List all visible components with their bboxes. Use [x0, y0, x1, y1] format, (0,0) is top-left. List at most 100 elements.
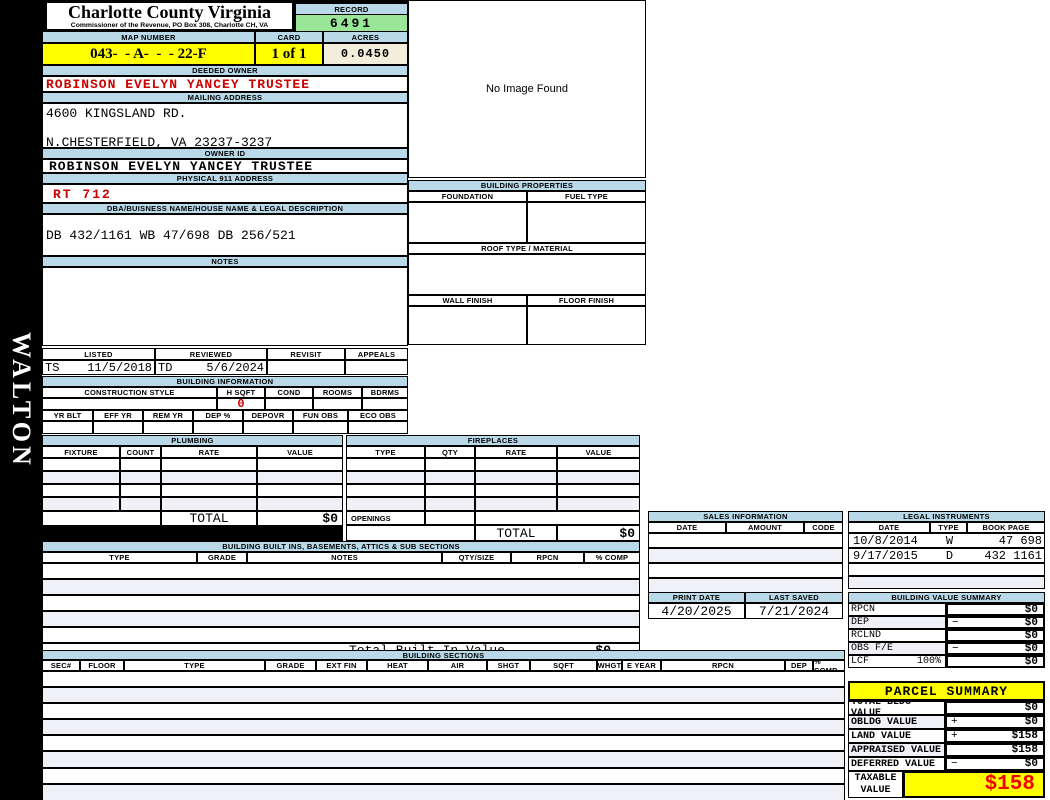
physical-911-label: PHYSICAL 911 ADDRESS	[42, 173, 408, 184]
comp-col-label: % COMP	[813, 660, 845, 671]
summary-row: OBS F/E − $0	[848, 642, 1045, 655]
table-row	[42, 703, 845, 719]
table-row	[848, 576, 1045, 589]
roof-type-label: ROOF TYPE / MATERIAL	[408, 243, 646, 254]
deeded-owner-value: ROBINSON EVELYN YANCEY TRUSTEE	[42, 76, 408, 92]
bdrms-value	[362, 398, 408, 410]
owner-id-value: ROBINSON EVELYN YANCEY TRUSTEE	[42, 159, 408, 174]
value-summary-title: BUILDING VALUE SUMMARY	[848, 592, 1045, 603]
obldg-value: $0	[1024, 716, 1038, 728]
map-card-acres: MAP NUMBER CARD ACRES 043- - A- - - 22-F…	[42, 31, 408, 65]
legal-row: 10/8/2014 W 47 698	[848, 533, 1045, 548]
builtins-table: BUILDING BUILT INS, BASEMENTS, ATTICS & …	[42, 541, 640, 658]
revisit-label: REVISIT	[267, 348, 345, 360]
table-row	[42, 735, 845, 751]
yrblt-label: YR BLT	[42, 410, 93, 421]
builtins-title: BUILDING BUILT INS, BASEMENTS, ATTICS & …	[42, 541, 640, 552]
dep-label: DEP %	[193, 410, 243, 421]
print-saved: PRINT DATE LAST SAVED 4/20/2025 7/21/202…	[648, 592, 843, 619]
physical-911-value: RT 712	[42, 184, 408, 203]
table-row	[648, 533, 843, 548]
building-information: BUILDING INFORMATION CONSTRUCTION STYLE …	[42, 376, 408, 434]
fireplaces-title: FIREPLACES	[346, 435, 640, 446]
sales-amount-label: AMOUNT	[726, 522, 804, 533]
record-label: RECORD	[295, 3, 408, 15]
legal-title: LEGAL INSTRUMENTS	[848, 511, 1045, 522]
rate-label: RATE	[161, 446, 257, 458]
rpcn-col-label: RPCN	[661, 660, 785, 671]
county-title: Charlotte County Virginia	[67, 2, 271, 22]
table-row	[346, 484, 640, 497]
ecoobs-value	[348, 421, 408, 434]
obs-label: OBS F/E	[848, 642, 946, 655]
bi-type-label: TYPE	[42, 552, 197, 563]
building-properties: BUILDING PROPERTIES FOUNDATION FUEL TYPE…	[408, 180, 646, 345]
last-saved-value: 7/21/2024	[745, 603, 843, 619]
table-row	[648, 563, 843, 578]
extfin-label: EXT FIN	[316, 660, 367, 671]
legal-bookpage: 47 698	[998, 533, 1042, 548]
sales-table: SALES INFORMATION DATE AMOUNT CODE	[648, 511, 843, 593]
total-bldg-label: TOTAL BLDG VALUE	[848, 701, 945, 715]
mailing-address-label: MAILING ADDRESS	[42, 92, 408, 103]
rooms-label: ROOMS	[313, 387, 362, 398]
lcf-pct: 100%	[916, 656, 941, 667]
remyr-label: REM YR	[143, 410, 193, 421]
grade-label: GRADE	[265, 660, 316, 671]
legal-date: 10/8/2014	[853, 533, 918, 548]
openings-row: OPENINGS	[346, 511, 640, 525]
wall-finish-label: WALL FINISH	[408, 295, 527, 306]
fireplaces-table: FIREPLACES TYPE QTY RATE VALUE OPENINGS …	[346, 435, 640, 541]
legal-bookpage: 432 1161	[984, 548, 1042, 563]
land-value: $158	[1011, 730, 1038, 742]
lcf-value: $0	[1024, 655, 1038, 668]
depovr-value	[243, 421, 293, 434]
op: −	[951, 758, 958, 770]
table-row	[648, 578, 843, 593]
table-row	[42, 611, 640, 627]
floor-label: FLOOR	[80, 660, 124, 671]
table-row	[42, 768, 845, 784]
rclnd-label: RCLND	[848, 629, 946, 642]
building-sections-table: BUILDING SECTIONS SEC# FLOOR TYPE GRADE …	[42, 650, 845, 800]
table-row	[648, 548, 843, 563]
table-row	[42, 671, 845, 687]
table-row	[42, 563, 640, 579]
dep-value	[193, 421, 243, 434]
building-value-summary: BUILDING VALUE SUMMARY RPCN $0 DEP − $0 …	[848, 592, 1045, 668]
plumbing-title: PLUMBING	[42, 435, 343, 446]
summary-row: RPCN $0	[848, 603, 1045, 616]
card-value: 1 of 1	[255, 43, 323, 65]
effyr-label: EFF YR	[93, 410, 143, 421]
reviewed-value: TD 5/6/2024	[155, 360, 267, 375]
table-row	[848, 563, 1045, 576]
building-sections-title: BUILDING SECTIONS	[42, 650, 845, 660]
roof-type-value	[408, 254, 646, 295]
shgt-label: SHGT	[487, 660, 530, 671]
parcel-row: OBLDG VALUE + $0	[848, 715, 1045, 729]
building-information-title: BUILDING INFORMATION	[42, 376, 408, 387]
fp-value-label: VALUE	[557, 446, 640, 458]
parcel-row: APPRAISED VALUE $158	[848, 743, 1045, 757]
table-row	[42, 579, 640, 595]
construction-style-label: CONSTRUCTION STYLE	[42, 387, 217, 398]
fireplaces-total-value: $0	[557, 525, 640, 541]
legal-type-label: TYPE	[930, 522, 967, 533]
reviewed-date: 5/6/2024	[206, 360, 264, 375]
legal-type: W	[945, 533, 954, 548]
plumbing-total-row: TOTAL $0	[42, 511, 343, 526]
fuel-type-label: FUEL TYPE	[527, 191, 646, 202]
deferred-label: DEFERRED VALUE	[848, 757, 945, 771]
revisit-value	[267, 360, 345, 375]
notes-box	[42, 267, 408, 346]
legal-date: 9/17/2015	[853, 548, 918, 563]
table-row	[42, 595, 640, 611]
table-row	[42, 719, 845, 735]
mailing-line-1: 4600 KINGSLAND RD.	[46, 106, 187, 121]
table-row	[42, 687, 845, 703]
plumbing-gap	[42, 526, 343, 541]
fixture-label: FIXTURE	[42, 446, 120, 458]
op: −	[952, 642, 959, 655]
mailing-line-2: N.CHESTERFIELD, VA 23237-3237	[46, 135, 273, 150]
legal-date-label: DATE	[848, 522, 930, 533]
